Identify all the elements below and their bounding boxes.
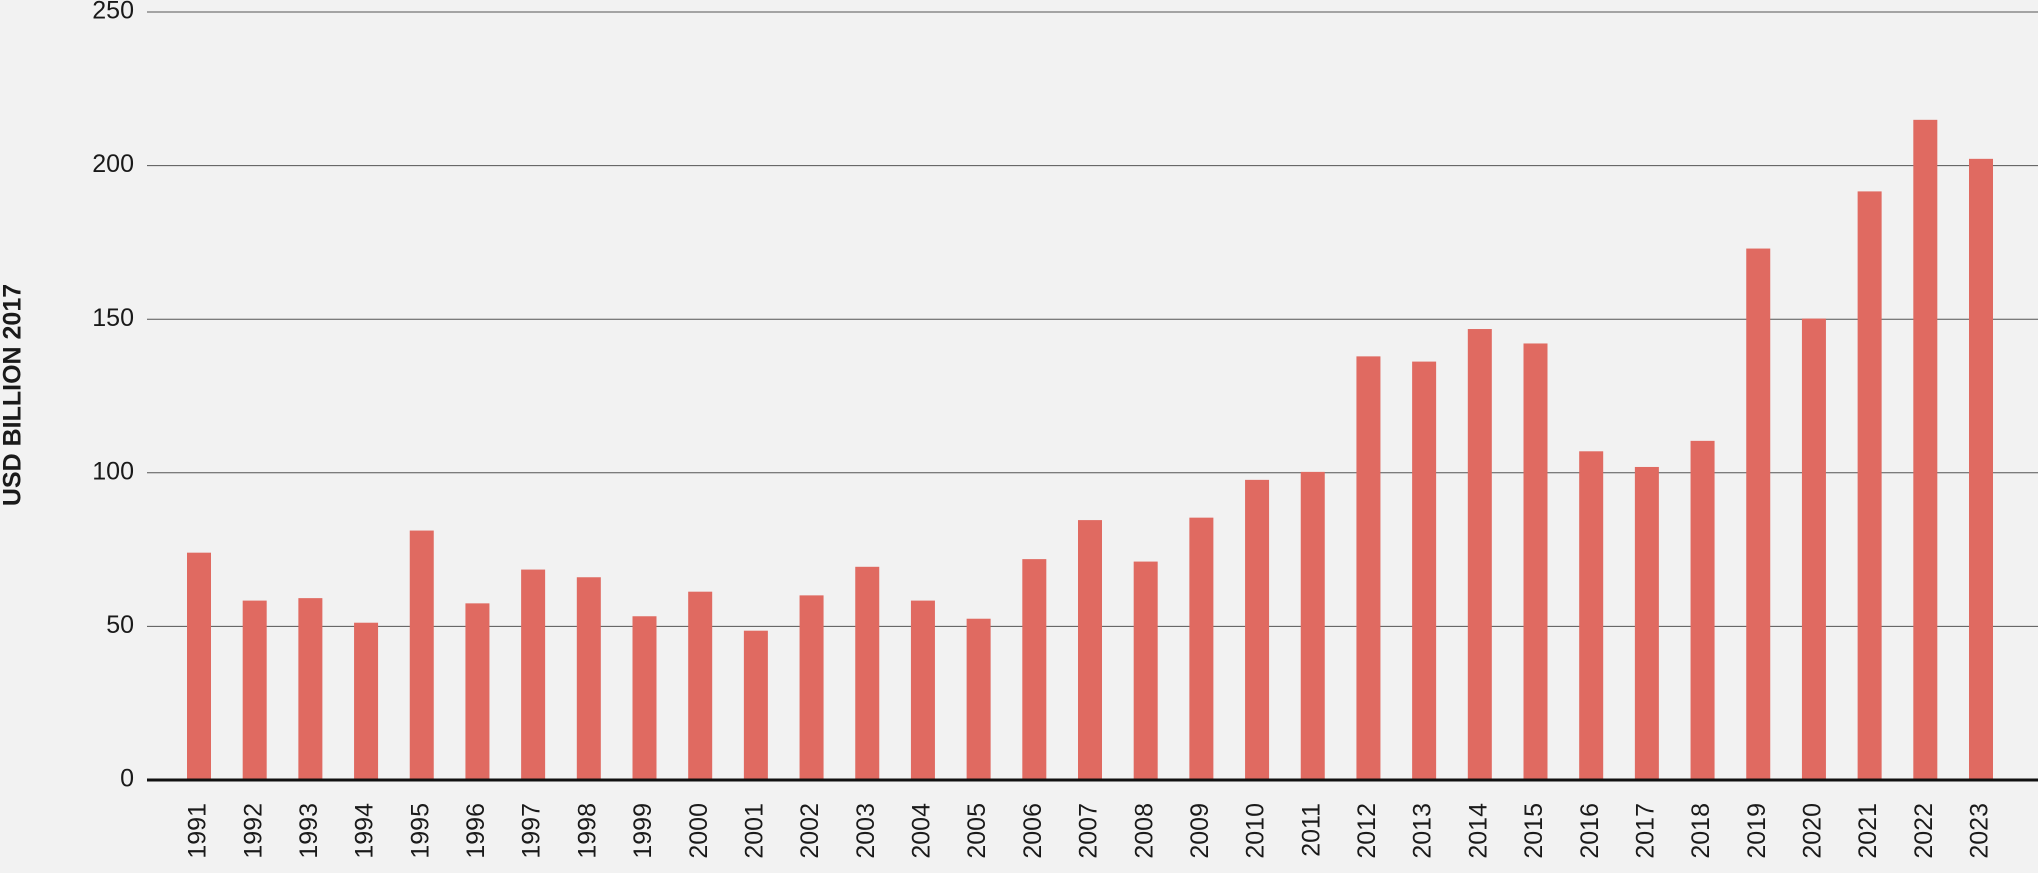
x-tick-label: 2013: [1409, 803, 1437, 859]
x-tick-label: 2004: [908, 803, 936, 859]
bar: [1133, 561, 1158, 780]
bar: [465, 603, 490, 780]
x-tick-label: 2007: [1075, 803, 1103, 859]
y-tick-label: 50: [106, 611, 134, 639]
bar: [1356, 356, 1381, 780]
bar: [1189, 517, 1214, 780]
x-tick-label: 1995: [406, 803, 434, 859]
x-tick-label: 2009: [1186, 803, 1214, 859]
bar: [1857, 191, 1882, 781]
y-tick-label: 0: [120, 765, 134, 793]
x-tick-label: 2012: [1353, 803, 1381, 859]
bar: [1913, 119, 1938, 780]
bar: [632, 616, 657, 780]
y-tick-label: 100: [92, 457, 134, 485]
x-tick-label: 2002: [796, 803, 824, 859]
y-tick-label: 150: [92, 304, 134, 332]
x-tick-label: 2005: [963, 803, 991, 859]
bar: [799, 595, 824, 780]
x-tick-label: 2006: [1019, 803, 1047, 859]
bar: [1579, 451, 1604, 780]
bar: [1801, 318, 1826, 780]
x-tick-label: 2022: [1910, 803, 1938, 859]
x-tick-label: 1996: [462, 803, 490, 859]
bar: [1746, 248, 1771, 780]
bar: [910, 600, 935, 780]
x-tick-label: 1993: [295, 803, 323, 859]
x-tick-label: 2020: [1799, 803, 1827, 859]
bar: [521, 569, 546, 780]
bar: [743, 630, 768, 780]
bar: [1300, 471, 1325, 780]
x-tick-label: 2017: [1631, 803, 1659, 859]
bar: [1634, 466, 1659, 780]
y-axis-label: USD BILLION 2017: [0, 284, 27, 506]
x-tick-label: 2008: [1130, 803, 1158, 859]
x-tick-label: 2023: [1966, 803, 1994, 859]
y-tick-label: 200: [92, 150, 134, 178]
bar: [1245, 479, 1270, 780]
bar: [298, 598, 323, 780]
x-tick-label: 1992: [239, 803, 267, 859]
x-tick-label: 2018: [1687, 803, 1715, 859]
x-tick-label: 1998: [573, 803, 601, 859]
x-tick-label: 1997: [518, 803, 546, 859]
bar: [242, 600, 267, 780]
x-tick-label: 2000: [685, 803, 713, 859]
y-tick-label: 250: [92, 0, 134, 25]
bar: [1523, 343, 1548, 780]
x-tick-label: 2011: [1297, 803, 1325, 857]
bar: [966, 618, 991, 780]
x-tick-label: 2014: [1464, 803, 1492, 859]
x-tick-label: 2019: [1743, 803, 1771, 859]
bar: [1969, 158, 1993, 780]
x-tick-label: 2001: [740, 803, 768, 859]
x-tick-label: 2021: [1854, 803, 1882, 859]
x-tick-label: 1994: [351, 803, 379, 859]
x-tick-label: 2003: [852, 803, 880, 859]
bar: [855, 566, 880, 780]
x-tick-label: 2016: [1576, 803, 1604, 859]
x-tick-label: 1999: [629, 803, 657, 859]
bar: [576, 577, 601, 780]
bar: [688, 591, 713, 780]
x-tick-label: 2010: [1242, 803, 1270, 859]
bar: [409, 530, 434, 780]
bar: [1022, 559, 1047, 780]
x-tick-label: 2015: [1520, 803, 1548, 859]
bar: [1690, 440, 1715, 780]
bar: [1078, 520, 1102, 780]
bar: [1412, 361, 1437, 780]
bar: [1467, 329, 1492, 780]
bar: [187, 552, 211, 780]
bar: [354, 622, 379, 780]
x-tick-label: 1991: [184, 803, 212, 859]
